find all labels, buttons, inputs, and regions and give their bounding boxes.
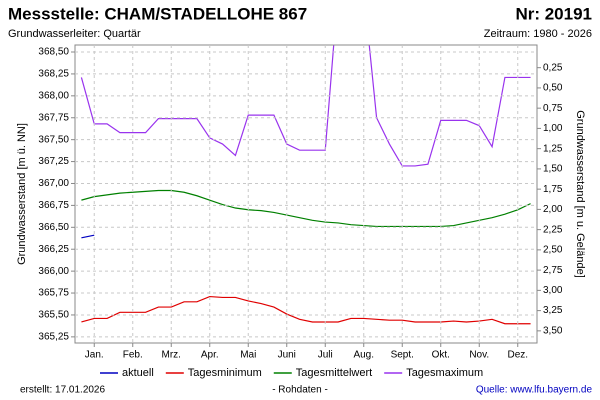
x-tick-label: Sept. bbox=[391, 350, 414, 361]
y2-tick-label: 2,75 bbox=[543, 265, 563, 276]
y2-tick-label: 0,75 bbox=[543, 103, 563, 114]
y-tick-label: 367,00 bbox=[38, 178, 69, 189]
y2-tick-label: 3,25 bbox=[543, 305, 563, 316]
source-link[interactable]: Quelle: www.lfu.bayern.de bbox=[476, 385, 593, 396]
x-tick-label: Dez. bbox=[507, 350, 528, 361]
y2-axis-label: Grundwasserstand [m u. Gelände] bbox=[574, 110, 586, 278]
y2-tick-label: 3,00 bbox=[543, 285, 563, 296]
y-axis-label: Grundwasserstand [m ü. NN] bbox=[16, 123, 28, 265]
y2-tick-label: 2,00 bbox=[543, 204, 563, 215]
y-tick-label: 366,00 bbox=[38, 266, 69, 277]
x-tick-label: Mrz. bbox=[162, 350, 181, 361]
y-tick-label: 366,50 bbox=[38, 222, 69, 233]
x-tick-label: Aug. bbox=[353, 350, 374, 361]
y2-tick-label: 1,50 bbox=[543, 164, 563, 175]
x-tick-label: Okt. bbox=[432, 350, 450, 361]
created-date: erstellt: 17.01.2026 bbox=[20, 385, 105, 396]
x-tick-label: Feb. bbox=[123, 350, 143, 361]
y-tick-label: 366,75 bbox=[38, 200, 69, 211]
y2-tick-label: 0,50 bbox=[543, 83, 563, 94]
x-tick-label: Jan. bbox=[85, 350, 104, 361]
y-tick-label: 367,25 bbox=[38, 156, 69, 167]
y2-tick-label: 1,75 bbox=[543, 184, 563, 195]
y-tick-label: 368,00 bbox=[38, 90, 69, 101]
series-line bbox=[81, 234, 95, 239]
y-tick-label: 365,50 bbox=[38, 310, 69, 321]
y2-tick-label: 1,00 bbox=[543, 123, 563, 134]
y-tick-label: 368,50 bbox=[38, 47, 69, 58]
y2-tick-label: 2,25 bbox=[543, 224, 563, 235]
y-tick-label: 365,75 bbox=[38, 288, 69, 299]
y2-tick-label: 3,50 bbox=[543, 325, 563, 336]
x-tick-label: Apr. bbox=[201, 350, 219, 361]
y-tick-label: 366,25 bbox=[38, 244, 69, 255]
y-tick-label: 365,25 bbox=[38, 332, 69, 343]
legend-label: Tagesminimum bbox=[188, 367, 262, 379]
plot-area bbox=[80, 45, 531, 325]
subtitle: Grundwasserleiter: Quartär bbox=[8, 28, 141, 40]
data-note: - Rohdaten - bbox=[272, 385, 328, 396]
x-tick-label: Nov. bbox=[469, 350, 489, 361]
plot-frame bbox=[74, 44, 538, 344]
y2-tick-label: 1,25 bbox=[543, 143, 563, 154]
x-tick-label: Juni bbox=[278, 350, 296, 361]
legend-label: Tagesmittelwert bbox=[296, 367, 372, 379]
y-tick-label: 367,75 bbox=[38, 112, 69, 123]
series-line bbox=[81, 189, 531, 228]
series-line bbox=[80, 45, 531, 167]
series-line bbox=[81, 295, 531, 325]
legend-label: Tagesmaximum bbox=[406, 367, 483, 379]
x-tick-label: Juli bbox=[318, 350, 333, 361]
y-tick-label: 367,50 bbox=[38, 134, 69, 145]
period: Zeitraum: 1980 - 2026 bbox=[484, 28, 592, 40]
legend-label: aktuell bbox=[122, 367, 154, 379]
x-tick-label: Mai bbox=[240, 350, 256, 361]
y-tick-label: 368,25 bbox=[38, 69, 69, 80]
station-number: Nr: 20191 bbox=[515, 4, 592, 23]
y2-tick-label: 2,50 bbox=[543, 245, 563, 256]
chart-title: Messstelle: CHAM/STADELLOHE 867 bbox=[8, 4, 307, 23]
y2-tick-label: 0,25 bbox=[543, 62, 563, 73]
